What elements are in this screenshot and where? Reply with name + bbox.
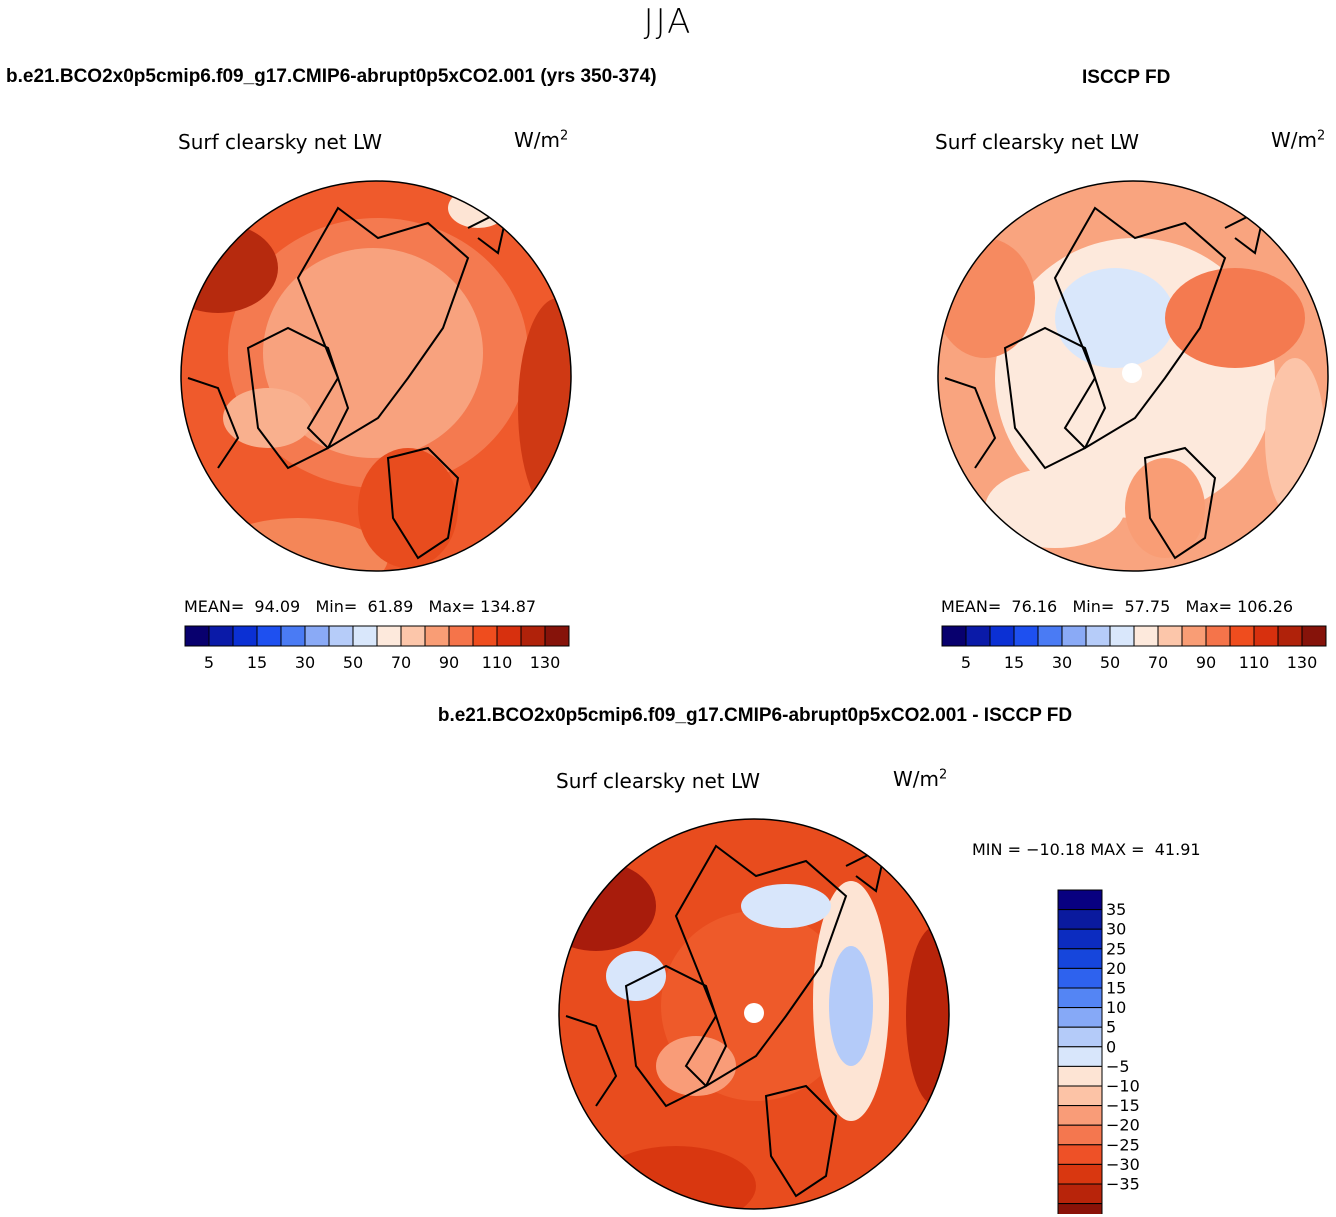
colorbar-tick-label: 0 <box>1106 1037 1116 1056</box>
colorbar-tick-label: 130 <box>530 653 561 672</box>
obs-stats: MEAN= 76.16 Min= 57.75 Max= 106.26 <box>941 597 1294 616</box>
colorbar-box <box>1057 1046 1103 1067</box>
diff-stats: MIN = −10.18 MAX = 41.91 <box>972 840 1201 859</box>
colorbar-box <box>1057 1105 1103 1126</box>
colorbar-box <box>1057 1065 1103 1087</box>
colorbar-box <box>1229 625 1255 647</box>
colorbar-box <box>1301 625 1327 647</box>
model-case-title: b.e21.BCO2x0p5cmip6.f09_g17.CMIP6-abrupt… <box>6 66 657 87</box>
diff-polar-map <box>558 818 950 1210</box>
colorbar-tick-label: 15 <box>247 653 267 672</box>
colorbar-box <box>352 625 378 647</box>
colorbar-box <box>472 625 498 647</box>
colorbar-box <box>989 625 1015 647</box>
colorbar-box <box>328 625 354 647</box>
colorbar-box <box>256 625 282 647</box>
colorbar-tick-label: −15 <box>1106 1096 1140 1115</box>
colorbar-box <box>1057 1007 1103 1028</box>
colorbar-tick-label: 35 <box>1106 900 1126 919</box>
difference-title: b.e21.BCO2x0p5cmip6.f09_g17.CMIP6-abrupt… <box>437 705 1073 726</box>
colorbar-tick-label: 70 <box>1148 653 1168 672</box>
colorbar-tick-label: 90 <box>1196 653 1216 672</box>
obs-colorbar: 5 15 30 50 70 90 110 130 <box>941 625 1327 672</box>
colorbar-box <box>1085 625 1111 647</box>
colorbar-tick-label: 30 <box>295 653 315 672</box>
colorbar-tick-label: 5 <box>961 653 971 672</box>
colorbar-tick-label: 110 <box>1239 653 1270 672</box>
colorbar-box <box>400 625 426 647</box>
colorbar-box <box>1157 625 1183 647</box>
colorbar-tick-label: 15 <box>1106 979 1126 998</box>
colorbar-box <box>424 625 450 647</box>
colorbar-box <box>1205 625 1231 647</box>
colorbar-box <box>232 625 258 647</box>
colorbar-tick-label: 110 <box>482 653 513 672</box>
obs-units-label: W/m2 <box>1271 128 1326 152</box>
colorbar-box <box>1181 625 1207 647</box>
colorbar-box <box>448 625 474 647</box>
colorbar-tick-label: −10 <box>1106 1077 1140 1096</box>
colorbar-box <box>1057 909 1103 930</box>
colorbar-tick-label: 30 <box>1052 653 1072 672</box>
colorbar-box <box>941 625 967 647</box>
colorbar-box <box>1057 1026 1103 1048</box>
colorbar-box <box>496 625 522 647</box>
colorbar-box <box>1013 625 1039 647</box>
colorbar-tick-label: 70 <box>391 653 411 672</box>
diff-units-label: W/m2 <box>893 767 948 791</box>
model-colorbar: 5 15 30 50 70 90 110 130 <box>184 625 570 672</box>
model-polar-map <box>180 180 572 572</box>
colorbar-box <box>1057 948 1103 969</box>
colorbar-box <box>208 625 234 647</box>
colorbar-tick-label: −35 <box>1106 1175 1140 1194</box>
model-units-label: W/m2 <box>514 128 569 152</box>
colorbar-tick-label: −30 <box>1106 1155 1140 1174</box>
colorbar-tick-label: 50 <box>343 653 363 672</box>
colorbar-box <box>1057 889 1103 911</box>
colorbar-tick-label: −5 <box>1106 1057 1130 1076</box>
colorbar-tick-label: 130 <box>1287 653 1318 672</box>
colorbar-box <box>1057 1124 1103 1146</box>
colorbar-box <box>1133 625 1159 647</box>
colorbar-box <box>184 625 210 647</box>
colorbar-box <box>1037 625 1063 647</box>
colorbar-box <box>1109 625 1135 647</box>
obs-dataset-title: ISCCP FD <box>1082 67 1171 88</box>
colorbar-box <box>1057 1163 1103 1185</box>
colorbar-box <box>1057 967 1103 989</box>
colorbar-box <box>1253 625 1279 647</box>
colorbar-box <box>304 625 330 647</box>
colorbar-tick-label: 90 <box>439 653 459 672</box>
colorbar-box <box>965 625 991 647</box>
colorbar-box <box>280 625 306 647</box>
colorbar-tick-label: −20 <box>1106 1116 1140 1135</box>
colorbar-box <box>1057 1085 1103 1107</box>
colorbar-tick-label: 10 <box>1106 998 1126 1017</box>
colorbar-box <box>544 625 570 647</box>
colorbar-box <box>1277 625 1303 647</box>
colorbar-tick-label: 15 <box>1004 653 1024 672</box>
season-title: JJA <box>643 2 693 42</box>
colorbar-box <box>1061 625 1087 647</box>
colorbar-tick-label: 20 <box>1106 959 1126 978</box>
colorbar-tick-label: −25 <box>1106 1135 1140 1154</box>
model-stats: MEAN= 94.09 Min= 61.89 Max= 134.87 <box>184 597 537 616</box>
diff-variable-label: Surf clearsky net LW <box>556 769 761 793</box>
colorbar-tick-label: 30 <box>1106 920 1126 939</box>
colorbar-box <box>1057 1203 1103 1214</box>
colorbar-tick-label: 25 <box>1106 939 1126 958</box>
model-variable-label: Surf clearsky net LW <box>178 130 383 154</box>
colorbar-box <box>1057 928 1103 950</box>
colorbar-box <box>1057 1183 1103 1205</box>
colorbar-box <box>1057 987 1103 1009</box>
obs-variable-label: Surf clearsky net LW <box>935 130 1140 154</box>
colorbar-tick-label: 5 <box>204 653 214 672</box>
colorbar-box <box>1057 1144 1103 1165</box>
colorbar-box <box>520 625 546 647</box>
colorbar-tick-label: 50 <box>1100 653 1120 672</box>
obs-polar-map <box>937 180 1329 572</box>
colorbar-box <box>376 625 402 647</box>
colorbar-tick-label: 5 <box>1106 1018 1116 1037</box>
